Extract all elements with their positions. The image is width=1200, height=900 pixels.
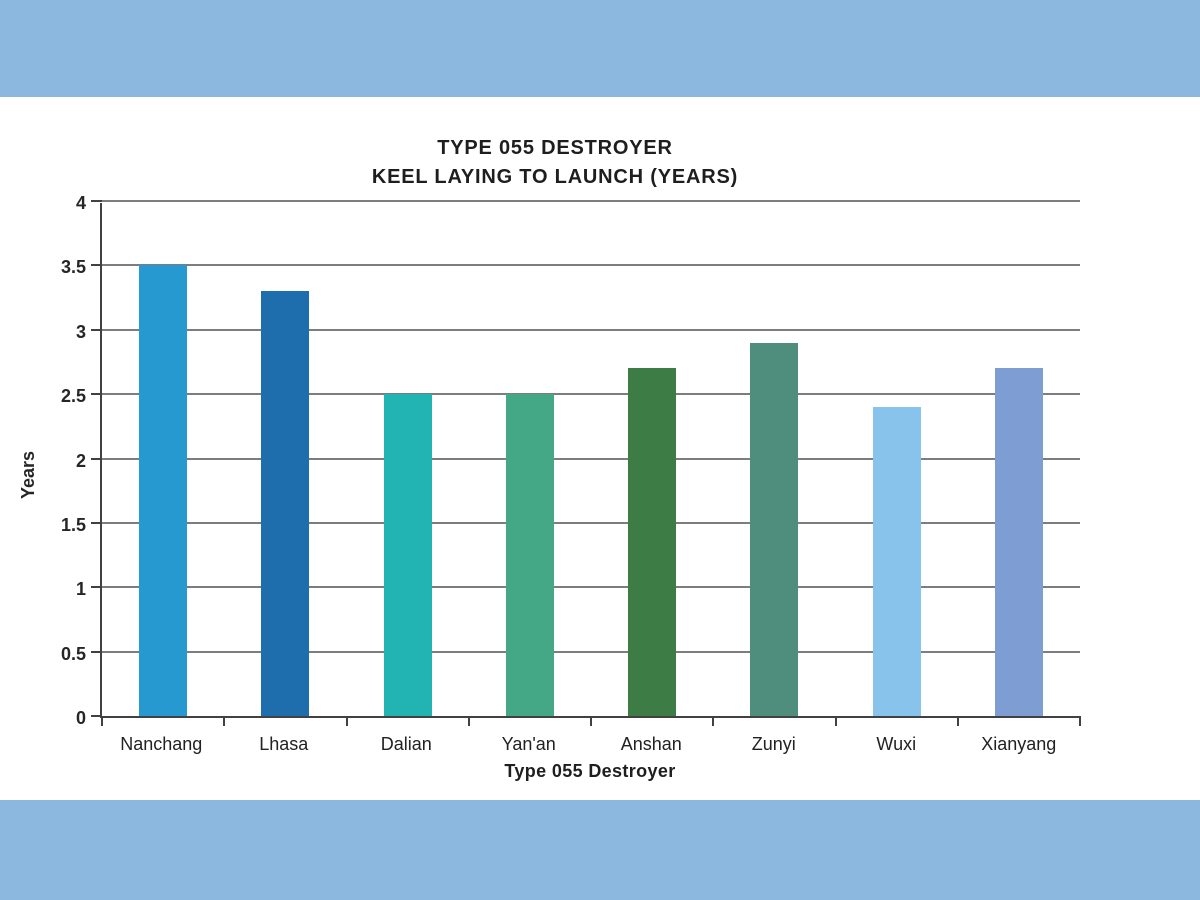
x-category-label-dalian: Dalian [380,734,432,754]
x-tick-6 [834,716,837,726]
x-tick-1 [223,716,226,726]
y-tick-0 [91,715,102,717]
bottom-blue-band [0,800,1200,900]
x-axis-title: Type 055 Destroyer [504,761,676,781]
bar-cell-nanchang [102,203,224,716]
gridline-2.5 [102,393,1080,396]
bar-cell-xianyang [958,203,1080,716]
bar-zunyi [750,342,799,716]
x-axis-labels: Nanchang Lhasa Dalian Yan'an Anshan Zunyi Wuxi… [100,734,1080,755]
y-tick-label-0: 0 [75,708,86,728]
gridline-4 [102,200,1080,202]
x-category-label-zunyi: Zunyi [751,734,796,754]
bar-cell-anshan [591,203,713,716]
bar-cell-wuxi [836,203,958,716]
bar-cell-dalian [347,203,469,716]
y-tick-label-1: 1 [75,579,86,600]
y-tick-label-3.5: 3.5 [60,257,86,278]
y-axis-labels: 0 0.5 1 1.5 2 2.5 3 3.5 4 [20,193,86,728]
x-category-label-nanchang: Nanchang [120,734,203,754]
bar-lhasa [261,291,310,716]
x-tick-3 [467,716,470,726]
y-tick-label-2: 2 [75,450,86,471]
bar-cell-yan-an [469,203,591,716]
x-tick-0 [101,716,103,726]
top-blue-band [0,0,1200,97]
chart-title-line1: TYPE 055 DESTROYER [437,137,673,159]
x-category-label-yan-an: Yan'an [501,734,556,754]
bar-xianyang [994,368,1043,716]
bar-yan-an [505,394,554,716]
gridline-1 [102,586,1080,589]
y-tick-label-4: 4 [75,193,86,213]
x-category-label-wuxi: Wuxi [876,734,917,754]
y-tick-4 [91,200,102,202]
y-tick-2 [91,457,102,460]
y-tick-2.5 [91,393,102,396]
x-axis-ticks [101,716,1081,726]
chart-title-line2: KEEL LAYING TO LAUNCH (YEARS) [371,166,739,188]
gridline-0.5 [102,650,1080,653]
x-tick-5 [712,716,715,726]
x-tick-4 [590,716,592,726]
bar-cell-lhasa [224,203,346,716]
x-tick-2 [345,716,348,726]
x-tick-7 [956,716,959,726]
bar-anshan [628,368,677,716]
y-tick-label-2.5: 2.5 [60,386,86,407]
y-tick-0.5 [91,650,102,653]
y-tick-label-1.5: 1.5 [60,514,86,535]
y-tick-label-0.5: 0.5 [60,643,86,664]
bar-cell-zunyi [713,203,835,716]
x-tick-8 [1079,716,1081,726]
gridline-3 [102,328,1080,331]
y-tick-3.5 [91,264,102,267]
chart-title: TYPE 055 DESTROYER KEEL LAYING TO LAUNCH… [0,134,1110,192]
x-category-label-anshan: Anshan [620,734,682,754]
bar-wuxi [872,407,921,716]
y-tick-label-3: 3 [75,321,86,342]
gridline-2 [102,457,1080,460]
x-category-label-xianyang: Xianyang [981,734,1057,754]
plot-area [91,200,1081,726]
x-category-label-lhasa: Lhasa [259,734,309,754]
y-tick-1.5 [91,521,102,524]
bars-container [102,203,1080,716]
bar-nanchang [139,265,188,716]
gridline-3.5 [102,264,1080,267]
gridline-1.5 [102,521,1080,524]
y-tick-3 [91,328,102,331]
bar-dalian [383,394,432,716]
y-tick-1 [91,586,102,589]
